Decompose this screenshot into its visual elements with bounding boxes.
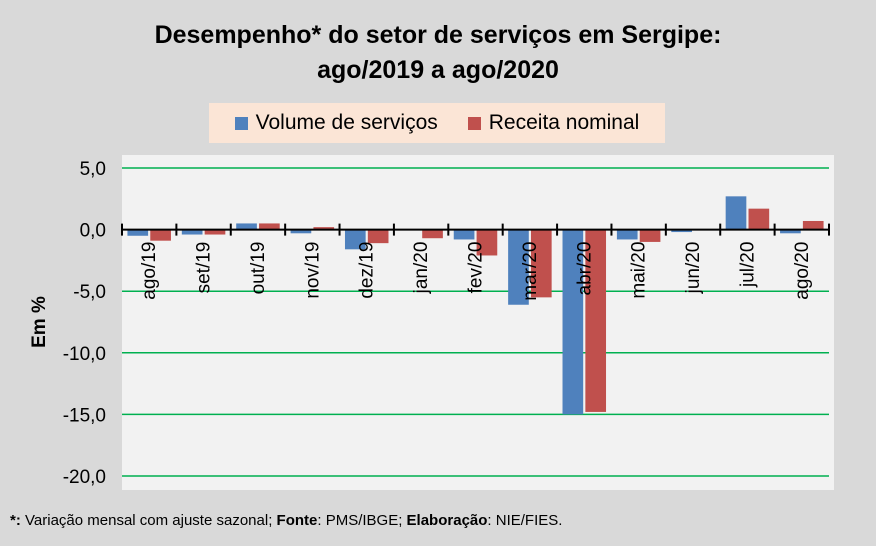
x-category-label: jun/20 <box>683 242 704 295</box>
y-tick-label: -15,0 <box>63 405 106 426</box>
bar-receita <box>530 229 552 298</box>
footnote: *: Variação mensal com ajuste sazonal; F… <box>10 512 562 529</box>
title-line-1: Desempenho* do setor de serviços em Serg… <box>154 21 722 49</box>
x-category-label: nov/19 <box>302 242 323 299</box>
plot-background <box>122 155 834 490</box>
legend: Volume de serviços Receita nominal <box>209 103 665 143</box>
legend-label-volume: Volume de serviços <box>255 111 438 134</box>
footnote-text-3: : NIE/FIES. <box>487 512 563 529</box>
y-tick-label: -20,0 <box>63 467 106 488</box>
bar-volume <box>671 229 692 233</box>
y-tick-label: -5,0 <box>73 282 106 303</box>
legend-swatch-volume <box>234 116 248 130</box>
bar-volume <box>344 229 366 250</box>
footnote-elaboracao: Elaboração <box>406 512 488 529</box>
x-category-label: ago/20 <box>792 242 813 300</box>
bar-volume <box>181 229 203 235</box>
bar-volume <box>725 196 747 230</box>
bar-volume <box>236 223 257 230</box>
footnote-star: *: <box>10 512 21 529</box>
bar-receita <box>802 220 824 230</box>
x-category-label: out/19 <box>248 242 269 295</box>
bar-receita <box>313 227 335 230</box>
bar-receita <box>639 229 661 242</box>
y-axis-label: Em % <box>29 296 50 348</box>
footnote-text-1: Variação mensal com ajuste sazonal; <box>20 512 277 529</box>
bar-receita <box>422 229 443 239</box>
bar-receita <box>367 229 389 244</box>
x-category-label: set/19 <box>194 242 215 294</box>
bar-receita <box>476 229 498 256</box>
bar-volume <box>290 229 312 234</box>
x-category-label: jan/20 <box>411 242 432 295</box>
x-category-label: fev/20 <box>466 242 487 294</box>
bar-receita <box>585 229 607 412</box>
bar-volume <box>508 229 529 305</box>
x-category-label: mar/20 <box>520 242 541 301</box>
bar-volume <box>453 229 475 240</box>
y-tick-label: 0,0 <box>80 221 106 242</box>
x-category-label: mai/20 <box>629 242 650 299</box>
bar-receita <box>150 229 171 241</box>
bar-volume <box>780 229 801 234</box>
chart-title: Desempenho* do setor de serviços em Serg… <box>0 18 876 88</box>
footnote-fonte: Fonte <box>276 512 318 529</box>
bar-volume <box>127 229 149 236</box>
legend-item-receita: Receita nominal <box>467 111 640 135</box>
y-tick-label: 5,0 <box>80 159 106 180</box>
legend-item-volume: Volume de serviços <box>234 111 438 135</box>
title-line-2: ago/2019 a ago/2020 <box>317 56 559 84</box>
legend-swatch-receita <box>467 116 481 130</box>
x-category-label: ago/19 <box>139 242 160 300</box>
bar-receita <box>259 223 280 230</box>
bar-volume <box>562 229 584 415</box>
bar-volume <box>616 229 638 240</box>
y-tick-label: -10,0 <box>63 344 106 365</box>
footnote-text-2: : PMS/IBGE; <box>317 512 407 529</box>
x-category-label: abr/20 <box>574 242 595 296</box>
bar-receita <box>204 229 226 235</box>
x-category-label: jul/20 <box>737 242 758 288</box>
x-category-label: dez/19 <box>357 242 378 299</box>
bar-receita <box>748 208 770 230</box>
legend-label-receita: Receita nominal <box>488 111 640 134</box>
